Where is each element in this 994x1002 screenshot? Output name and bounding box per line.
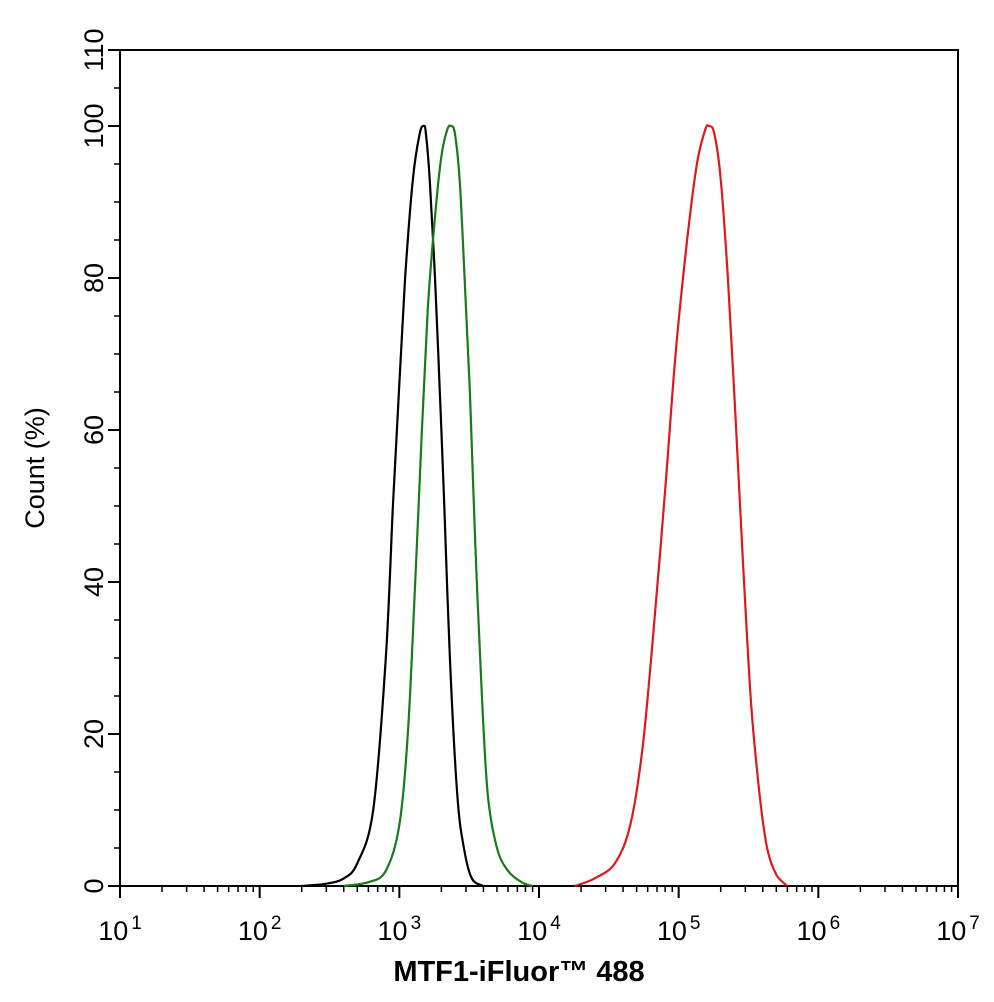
- y-axis-title: Count (%): [20, 407, 50, 529]
- x-tick-label: 10 7: [936, 913, 980, 946]
- series-line-red: [574, 124, 789, 888]
- series-line-black: [301, 124, 485, 888]
- y-tick-label: 0: [79, 878, 109, 893]
- y-axis: 0 20 40 60 80 100 110: [79, 28, 120, 894]
- x-tick-label: 10 1: [98, 913, 142, 946]
- series-line-green: [343, 124, 533, 888]
- y-tick-label: 80: [79, 263, 109, 293]
- plot-frame: [119, 49, 959, 887]
- x-axis: 10 1 10 2 10 3 10 4 10 5 10 6 10 7: [98, 886, 980, 946]
- y-tick-label: 20: [79, 719, 109, 749]
- x-tick-label: 10 6: [797, 913, 841, 946]
- y-tick-label: 110: [79, 28, 109, 71]
- y-tick-label: 100: [79, 103, 109, 148]
- x-tick-label: 10 3: [378, 913, 422, 946]
- x-tick-label: 10 2: [238, 913, 282, 946]
- x-tick-label: 10 5: [657, 913, 701, 946]
- y-tick-label: 40: [79, 567, 109, 597]
- y-tick-label: 60: [79, 415, 109, 445]
- x-tick-label: 10 4: [517, 913, 561, 946]
- plot-series: [301, 124, 789, 888]
- x-axis-title: MTF1-iFluor™ 488: [393, 956, 644, 988]
